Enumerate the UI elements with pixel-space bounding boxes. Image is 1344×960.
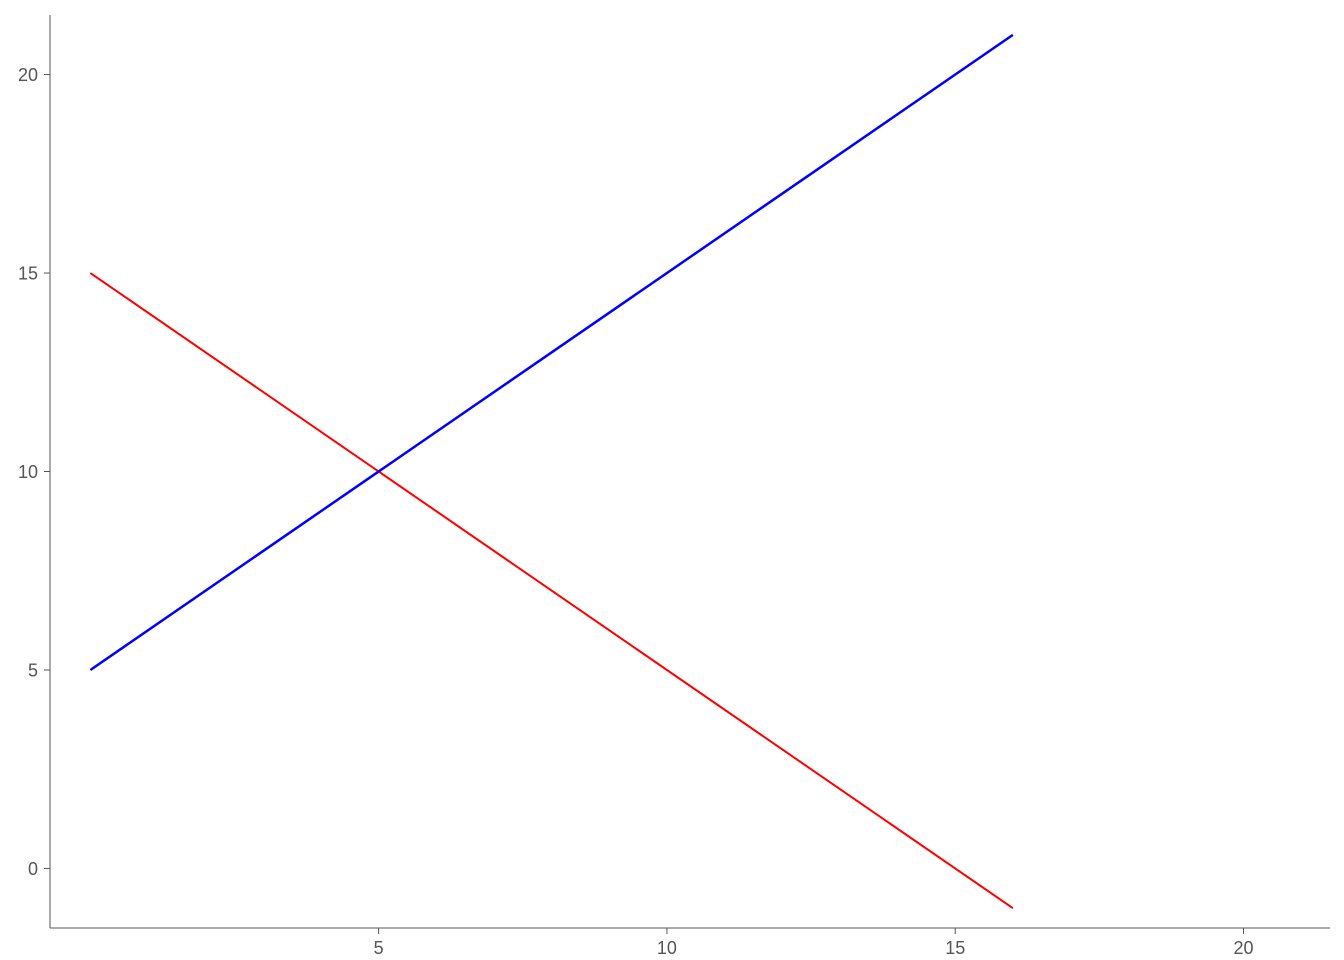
chart-background xyxy=(0,0,1344,960)
chart-svg: 5 10 15 20 0 5 10 15 20 xyxy=(0,0,1344,960)
line-chart: 5 10 15 20 0 5 10 15 20 xyxy=(0,0,1344,960)
y-tick-label: 15 xyxy=(18,263,38,283)
y-tick-label: 0 xyxy=(28,859,38,879)
x-tick-label: 5 xyxy=(374,938,384,958)
y-tick-label: 10 xyxy=(18,462,38,482)
x-tick-label: 20 xyxy=(1233,938,1253,958)
y-tick-label: 20 xyxy=(18,65,38,85)
x-tick-label: 15 xyxy=(945,938,965,958)
x-tick-label: 10 xyxy=(657,938,677,958)
y-tick-label: 5 xyxy=(28,660,38,680)
